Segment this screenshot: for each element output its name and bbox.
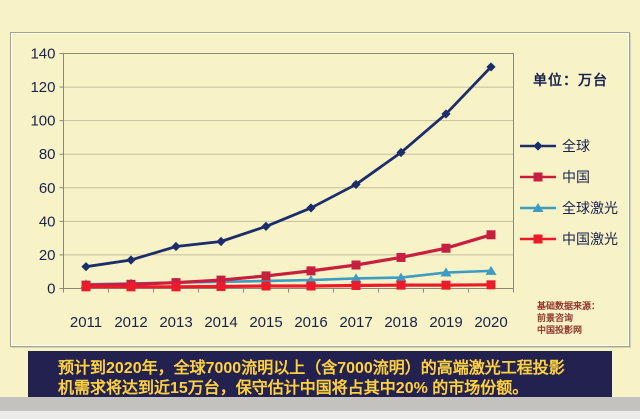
data-point bbox=[261, 221, 271, 231]
data-point bbox=[533, 140, 543, 151]
chart-frame bbox=[10, 32, 630, 347]
data-point bbox=[532, 202, 544, 212]
gridlines bbox=[63, 86, 514, 256]
data-point bbox=[440, 267, 452, 277]
x-tick-label: 2014 bbox=[204, 314, 237, 331]
data-point bbox=[533, 234, 543, 243]
series-global bbox=[81, 62, 496, 272]
data-point bbox=[126, 282, 136, 292]
x-tick-label: 2017 bbox=[339, 314, 372, 331]
legend-item-china-laser: 中国激光 bbox=[519, 223, 618, 254]
data-point bbox=[171, 241, 181, 252]
source-line: 基础数据来源： bbox=[537, 301, 601, 311]
data-point bbox=[81, 262, 91, 272]
y-tick-label: 20 bbox=[39, 247, 56, 264]
data-point bbox=[306, 266, 316, 276]
bottom-strip bbox=[0, 397, 640, 411]
series-china-laser bbox=[81, 280, 496, 292]
data-point bbox=[351, 179, 361, 190]
chart-legend: 全球中国全球激光中国激光 bbox=[519, 130, 618, 254]
legend-marker-square-icon bbox=[520, 234, 556, 243]
x-tick-label: 2012 bbox=[114, 314, 147, 331]
legend-marker-square-icon bbox=[520, 172, 556, 181]
x-tick-label: 2018 bbox=[384, 314, 417, 331]
caption-band: 预计到2020年，全球7000流明以上（含7000流明）的高端激光工程投影 机需… bbox=[28, 351, 612, 397]
unit-label: 单位：万台 bbox=[533, 72, 608, 88]
x-tick-label: 2015 bbox=[249, 314, 282, 331]
y-tick-label: 60 bbox=[39, 180, 56, 197]
data-point bbox=[533, 172, 543, 181]
x-tick-label: 2011 bbox=[70, 314, 102, 331]
legend-label: 全球 bbox=[562, 137, 590, 154]
data-point bbox=[126, 255, 136, 265]
legend-item-global-laser: 全球激光 bbox=[519, 192, 618, 223]
legend-marker-diamond-icon bbox=[520, 140, 556, 151]
caption-line-1: 预计到2020年，全球7000流明以上（含7000流明）的高端激光工程投影 bbox=[58, 360, 565, 377]
data-point bbox=[485, 265, 497, 275]
data-point bbox=[396, 252, 406, 262]
y-tick-label: 100 bbox=[30, 113, 55, 130]
data-point bbox=[306, 281, 316, 291]
data-point bbox=[396, 147, 406, 158]
line-chart: 0 20 40 60 80 100 120 140 2011 2012 2013 2014 2015 20… bbox=[30, 46, 514, 332]
source-line: 中国投影网 bbox=[537, 325, 583, 335]
data-point bbox=[351, 260, 361, 270]
axes bbox=[59, 53, 514, 293]
y-tick-label: 80 bbox=[39, 146, 56, 163]
legend-item-china: 中国 bbox=[519, 161, 618, 192]
x-tick-label: 2019 bbox=[429, 314, 462, 331]
data-point bbox=[486, 230, 496, 240]
data-point bbox=[171, 282, 181, 292]
legend-label: 中国激光 bbox=[562, 230, 618, 247]
data-point bbox=[441, 243, 451, 253]
data-point bbox=[441, 109, 451, 119]
x-tick-label: 2013 bbox=[159, 314, 192, 331]
data-point bbox=[395, 272, 407, 282]
y-tick-label: 140 bbox=[30, 46, 55, 63]
data-source-note: 基础数据来源： 前景咨询 中国投影网 bbox=[537, 300, 600, 336]
data-point bbox=[261, 281, 271, 291]
y-tick-label: 120 bbox=[30, 79, 55, 96]
data-point bbox=[261, 271, 271, 281]
data-point bbox=[486, 62, 496, 72]
y-tick-label: 0 bbox=[47, 281, 55, 298]
data-point bbox=[350, 273, 362, 283]
legend-label: 中国 bbox=[562, 168, 590, 185]
data-point bbox=[81, 282, 91, 292]
x-tick-label: 2016 bbox=[294, 314, 327, 331]
data-point bbox=[396, 280, 406, 290]
data-point bbox=[441, 280, 451, 290]
legend-item-global: 全球 bbox=[519, 130, 618, 161]
source-line: 前景咨询 bbox=[537, 313, 574, 323]
data-point bbox=[486, 280, 496, 290]
legend-label: 全球激光 bbox=[562, 199, 618, 216]
bottom-strip bbox=[0, 411, 640, 419]
data-point bbox=[216, 281, 226, 291]
data-point bbox=[216, 236, 226, 247]
data-point bbox=[306, 203, 316, 213]
y-tick-label: 40 bbox=[39, 213, 56, 230]
data-point bbox=[216, 275, 226, 285]
x-tick-label: 2020 bbox=[474, 314, 507, 331]
legend-marker-triangle-icon bbox=[520, 202, 556, 212]
axis-labels: 0 20 40 60 80 100 120 140 2011 2012 2013 2014 2015 20… bbox=[30, 46, 507, 332]
data-point bbox=[351, 280, 361, 290]
caption-line-2: 机需求将达到近15万台，保守估计中国将占其中20% 的市场份额。 bbox=[58, 380, 529, 397]
